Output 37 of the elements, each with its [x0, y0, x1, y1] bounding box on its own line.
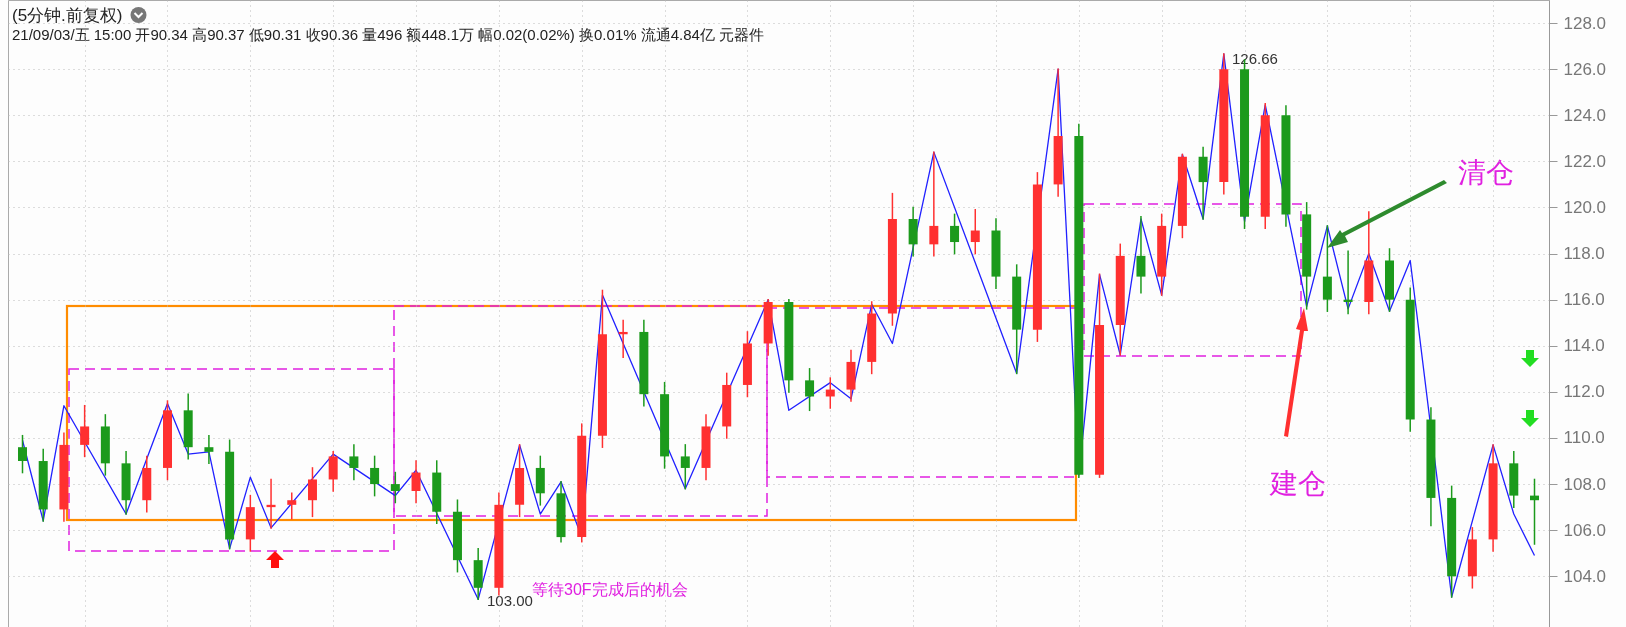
- candlestick: [1136, 215, 1146, 294]
- candlestick: [970, 209, 980, 255]
- annotation: 等待30F完成后的机会: [532, 580, 688, 598]
- candlestick: [680, 444, 690, 490]
- candlestick: [307, 467, 317, 518]
- candlestick: [805, 368, 815, 412]
- candlestick: [204, 434, 214, 465]
- text: 21/09/03/五 15:00 开90.34 高90.37 低90.31 收90.36 量496 额448.1万 幅0.02(0.02%) 换0.01% 流通4.84亿 元器件: [12, 26, 765, 45]
- y-tick-label: 114.0: [1563, 336, 1605, 356]
- y-tick-label: 118.0: [1563, 244, 1605, 264]
- y-tick-label: 104.0: [1563, 566, 1607, 586]
- annotation: 清仓: [1458, 156, 1514, 190]
- candlestick: [349, 444, 359, 481]
- candlestick: [929, 151, 939, 257]
- y-tick-label: 112.0: [1563, 382, 1605, 402]
- chart-title: (5分钟.前复权): [12, 5, 123, 27]
- candlestick: [1322, 225, 1332, 312]
- annotation: 建仓: [1270, 467, 1326, 501]
- candlestick: [950, 213, 960, 255]
- candlestick: [390, 471, 400, 504]
- candlestick: [18, 434, 27, 474]
- y-tick-label: 106.0: [1563, 520, 1607, 540]
- candlestick: [80, 404, 90, 458]
- y-tick-label: 124.0: [1563, 105, 1607, 125]
- candlestick: [370, 455, 380, 497]
- candlestick: [287, 492, 297, 520]
- y-tick-label: 128.0: [1563, 13, 1607, 33]
- y-tick-label: 116.0: [1563, 290, 1605, 310]
- candlestick: [411, 460, 421, 504]
- y-tick-label: 120.0: [1563, 197, 1607, 217]
- candlestick: [328, 451, 338, 492]
- y-tick-label: 110.0: [1563, 428, 1605, 448]
- y-tick-label: 108.0: [1563, 474, 1607, 494]
- y-tick-label: 122.0: [1563, 151, 1607, 171]
- annotation: 103.00: [487, 592, 533, 609]
- annotation: 126.66: [1232, 50, 1278, 67]
- y-tick-label: 126.0: [1563, 59, 1607, 79]
